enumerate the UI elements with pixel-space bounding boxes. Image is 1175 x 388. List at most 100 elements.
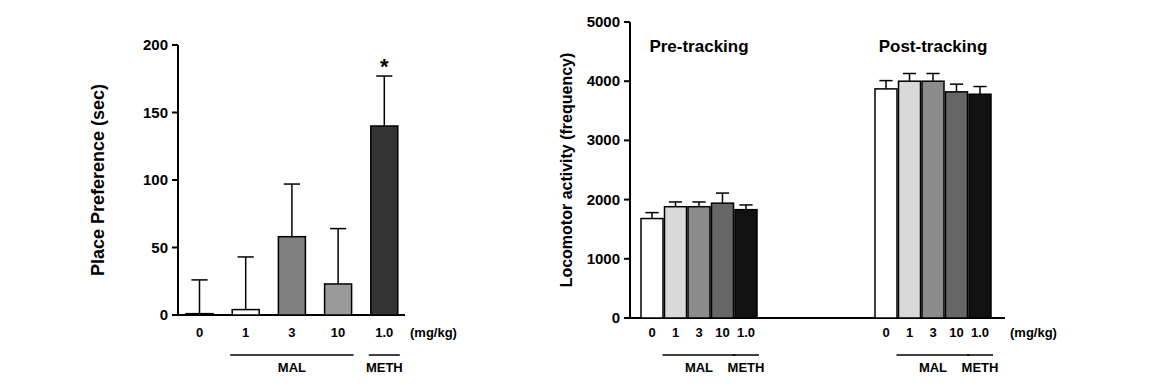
y-axis-label: Place Preference (sec)	[88, 84, 108, 276]
x-tick-label: 1.0	[375, 325, 393, 340]
error-cap	[191, 279, 207, 281]
bar	[641, 219, 663, 318]
y-tick-label: 0	[160, 306, 168, 323]
bar	[186, 314, 213, 315]
plot-area	[186, 76, 398, 315]
error-cap	[669, 201, 682, 203]
y-tick	[624, 80, 630, 82]
error-cap	[879, 80, 892, 82]
bar	[969, 94, 991, 318]
group-label: MAL	[919, 360, 947, 375]
bar	[371, 126, 398, 315]
bar	[325, 284, 352, 315]
error-cap	[903, 73, 916, 75]
x-tick-label: 10	[715, 325, 729, 340]
unit-label: (mg/kg)	[1010, 325, 1057, 340]
group-label: MAL	[278, 360, 306, 375]
bar	[899, 81, 921, 318]
y-tick	[172, 44, 178, 46]
category-label: Post-tracking	[879, 37, 988, 56]
error-cap	[284, 183, 300, 185]
error-cap	[973, 86, 986, 88]
unit-label: (mg/kg)	[410, 325, 457, 340]
bar	[922, 81, 944, 318]
error-cap	[926, 73, 939, 75]
error-cap	[330, 228, 346, 230]
y-tick-label: 0	[612, 309, 620, 326]
error-bar	[337, 229, 339, 284]
error-bar	[932, 74, 934, 82]
y-tick-label: 4000	[587, 72, 620, 89]
x-tick-label: 1	[672, 325, 679, 340]
x-tick-label: 1.0	[737, 325, 755, 340]
y-tick	[172, 179, 178, 181]
x-tick-label: 1.0	[971, 325, 989, 340]
group-line	[897, 354, 970, 356]
y-tick	[172, 314, 178, 316]
group-line	[230, 354, 353, 356]
y-tick-label: 100	[143, 171, 168, 188]
group-label: METH	[728, 360, 765, 375]
bar	[278, 237, 305, 315]
bar	[688, 207, 710, 318]
y-axis-label: Locomotor activity (frequency)	[558, 53, 575, 288]
x-tick-label: 0	[882, 325, 889, 340]
error-cap	[238, 256, 254, 258]
error-bar	[199, 280, 201, 314]
y-tick-label: 3000	[587, 131, 620, 148]
y-tick	[624, 258, 630, 260]
group-line	[967, 354, 993, 356]
bar	[665, 207, 687, 318]
x-tick-label: 3	[929, 325, 936, 340]
y-tick-label: 5000	[587, 13, 620, 30]
y-tick	[172, 247, 178, 249]
x-tick-label: 1	[242, 325, 249, 340]
y-tick	[624, 317, 630, 319]
error-bar	[979, 87, 981, 95]
x-tick-label: 0	[648, 325, 655, 340]
bar	[712, 203, 734, 318]
error-cap	[739, 204, 752, 206]
y-tick-label: 2000	[587, 191, 620, 208]
plot-area	[641, 74, 991, 318]
x-tick-label: 10	[331, 325, 345, 340]
error-bar	[909, 74, 911, 82]
error-bar	[651, 213, 653, 219]
bar	[735, 210, 757, 318]
y-axis	[629, 22, 631, 318]
group-line	[663, 354, 736, 356]
y-tick	[624, 21, 630, 23]
error-bar	[384, 76, 386, 126]
annotation: *	[380, 54, 389, 79]
error-cap	[645, 212, 658, 214]
y-tick-label: 50	[151, 239, 168, 256]
bar	[232, 310, 259, 315]
bar	[875, 89, 897, 318]
group-line	[733, 354, 759, 356]
y-tick	[624, 139, 630, 141]
group-line	[369, 354, 400, 356]
error-bar	[722, 193, 724, 203]
figure: 050100150200Place Preference (sec)013101…	[0, 0, 1175, 388]
x-tick-label: 1	[906, 325, 913, 340]
group-label: METH	[366, 360, 403, 375]
y-tick	[172, 112, 178, 114]
error-cap	[950, 83, 963, 85]
y-tick-label: 150	[143, 104, 168, 121]
x-tick-label: 3	[288, 325, 295, 340]
error-bar	[885, 81, 887, 89]
error-bar	[291, 184, 293, 237]
x-tick-label: 0	[196, 325, 203, 340]
y-tick-label: 200	[143, 36, 168, 53]
error-bar	[245, 257, 247, 310]
group-label: METH	[962, 360, 999, 375]
error-cap	[716, 192, 729, 194]
bar	[946, 92, 968, 318]
category-label: Pre-tracking	[649, 37, 748, 56]
x-tick-label: 3	[695, 325, 702, 340]
y-tick-label: 1000	[587, 250, 620, 267]
group-label: MAL	[685, 360, 713, 375]
error-bar	[956, 84, 958, 92]
y-tick	[624, 199, 630, 201]
x-tick-label: 10	[949, 325, 963, 340]
